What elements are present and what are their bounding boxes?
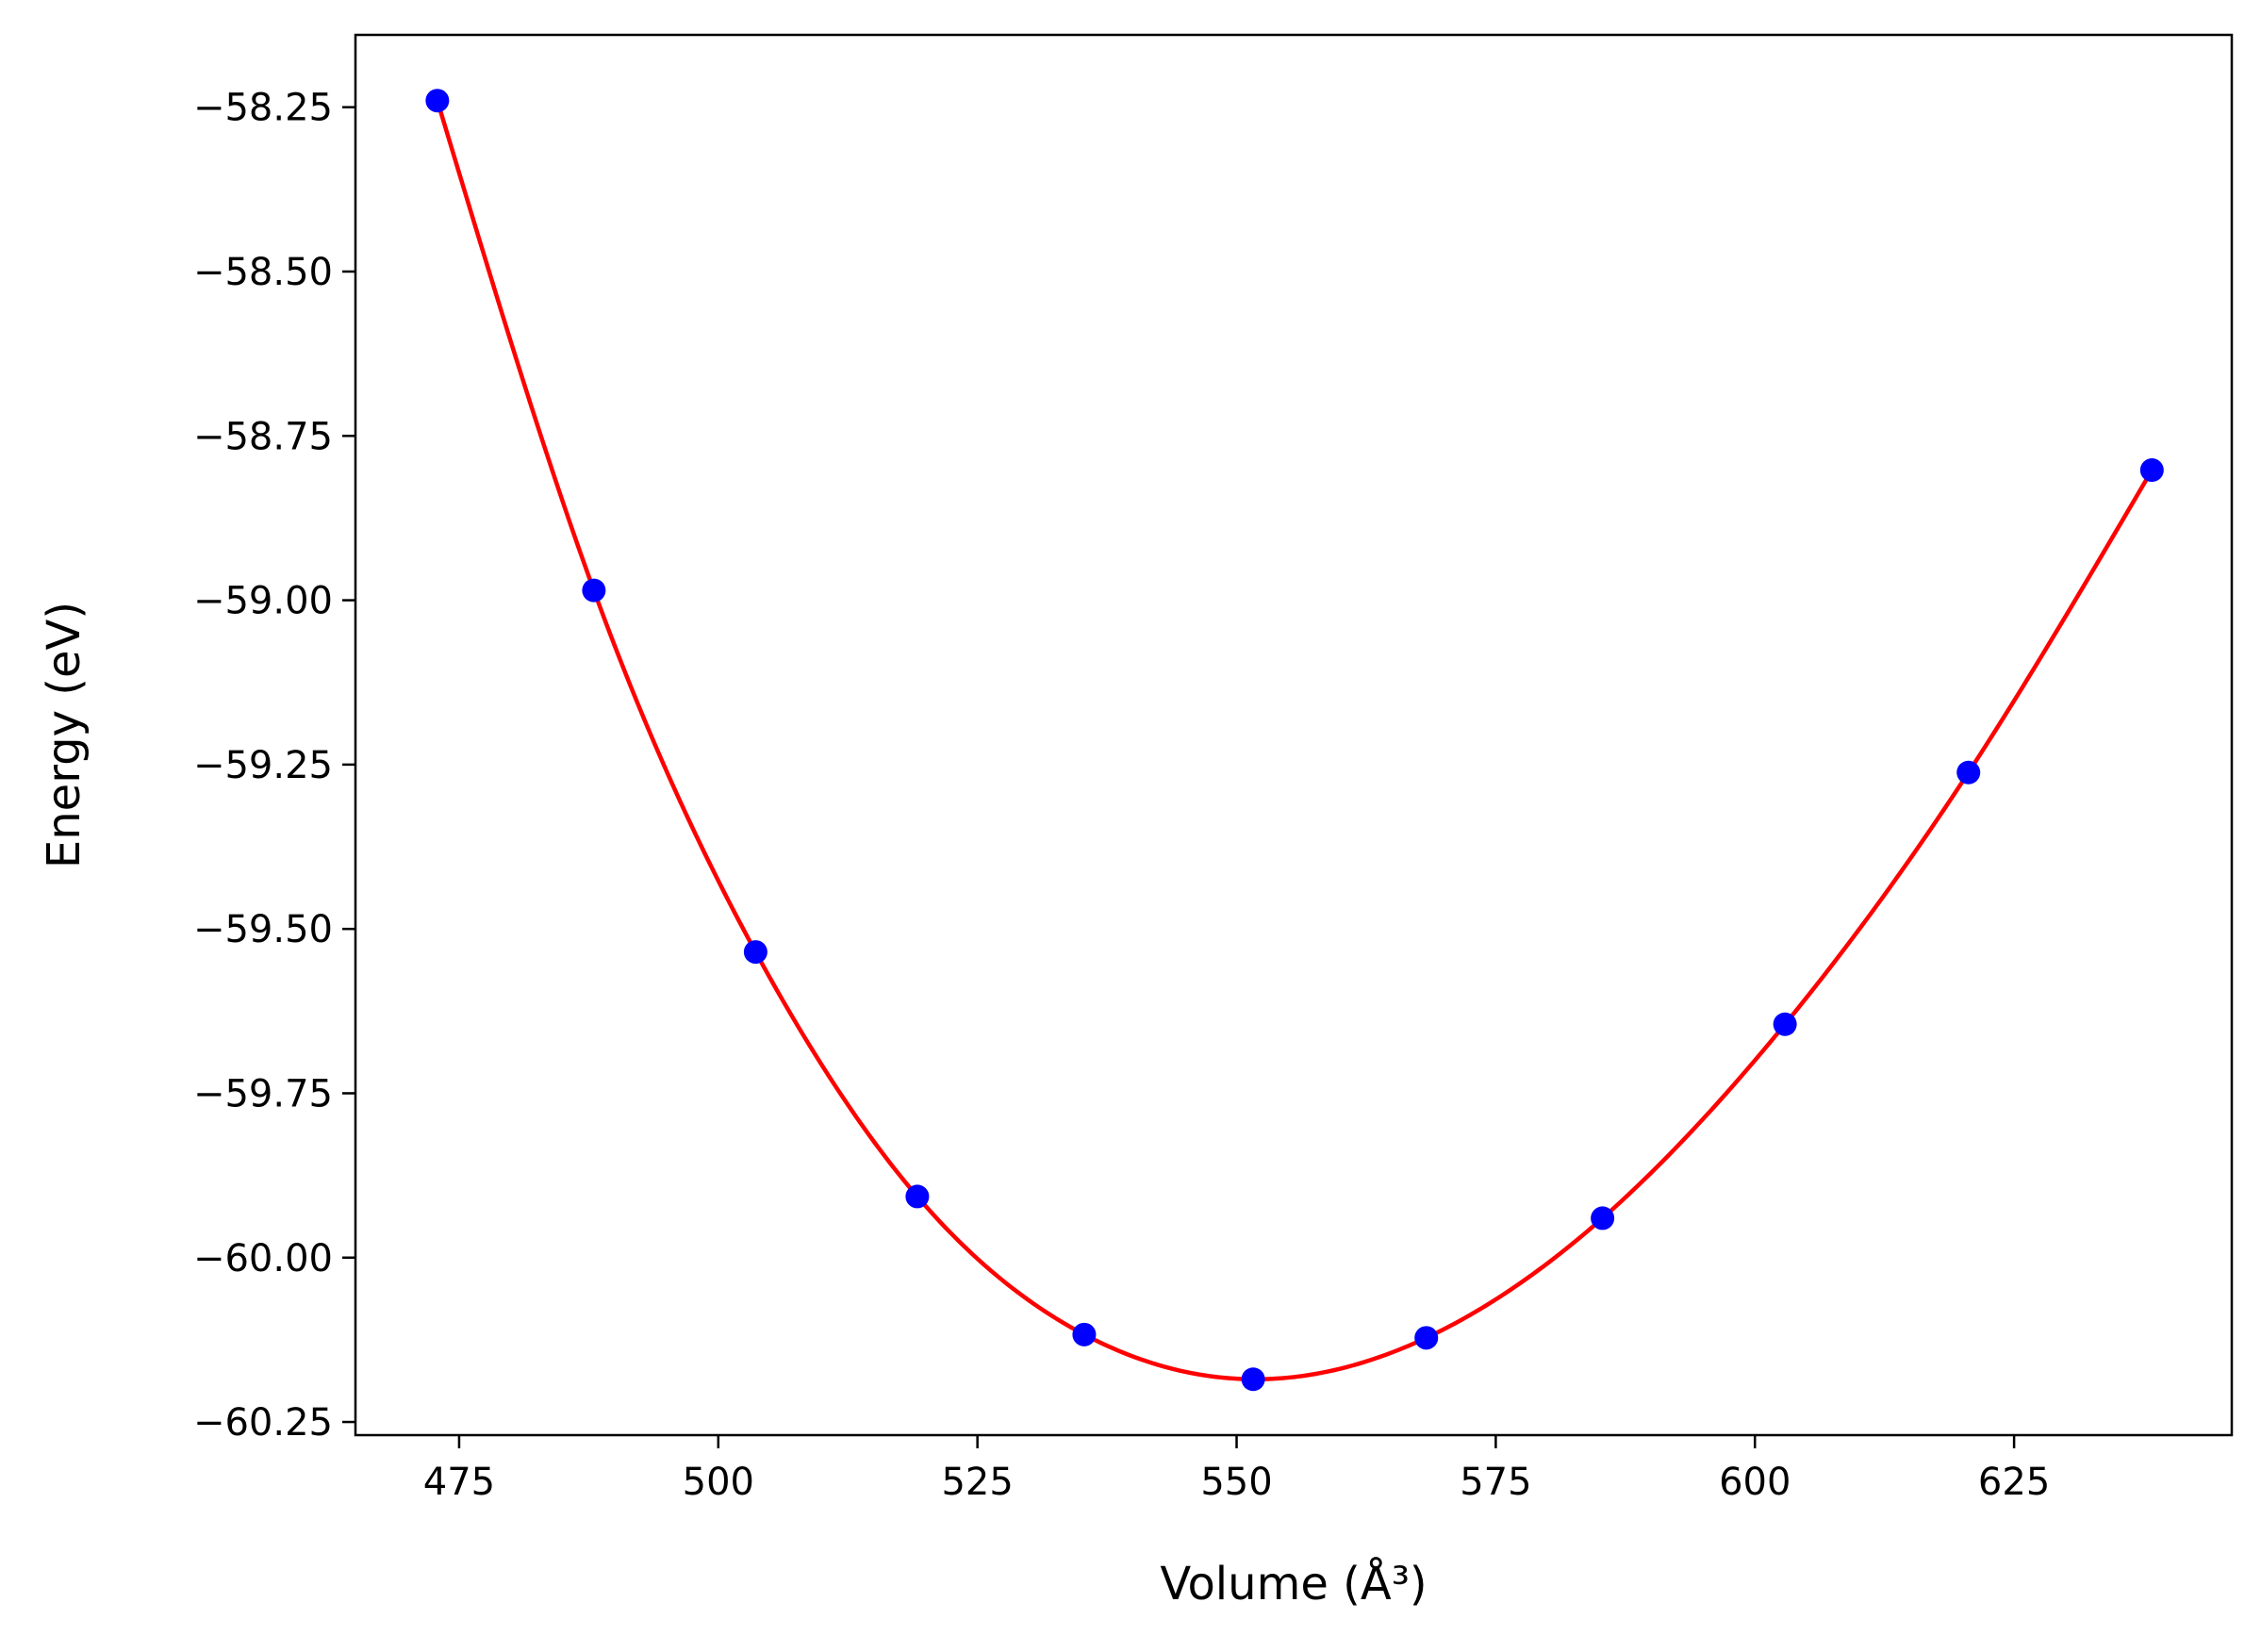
y-tick-label: −59.00 <box>193 580 333 623</box>
data-point <box>1591 1206 1615 1231</box>
axes-frame <box>354 33 2234 1437</box>
x-tick-label: 525 <box>941 1461 1013 1504</box>
x-tick-label: 500 <box>683 1461 754 1504</box>
x-axis-ticks: 475 500 525 550 575 600 625 <box>423 1435 2050 1504</box>
y-tick-label: −58.25 <box>193 87 333 130</box>
x-axis-title-unit: (Å³) <box>1343 1557 1428 1611</box>
x-axis-title-text: Volume <box>1160 1558 1329 1611</box>
y-tick-label: −59.25 <box>193 744 333 787</box>
y-axis-title-unit: (eV) <box>38 602 91 696</box>
y-axis-ticks: −58.25 −58.50 −58.75 −59.00 −59.25 −59.50 −59.… <box>193 87 355 1445</box>
data-point <box>425 89 450 113</box>
data-point <box>1072 1322 1097 1346</box>
y-axis-title: Energy (eV) <box>38 602 91 868</box>
y-tick-label: −58.50 <box>193 251 333 294</box>
data-point <box>1414 1326 1439 1350</box>
data-point <box>743 940 767 965</box>
plot-area <box>354 33 2234 1437</box>
x-tick-label: 475 <box>423 1461 495 1504</box>
data-point <box>2139 458 2164 483</box>
x-tick-label: 550 <box>1200 1461 1272 1504</box>
y-tick-label: −60.25 <box>193 1401 333 1445</box>
data-point <box>1773 1012 1797 1036</box>
x-tick-label: 600 <box>1719 1461 1791 1504</box>
data-point <box>1956 760 1981 785</box>
data-point <box>1241 1367 1265 1392</box>
y-tick-label: −58.75 <box>193 415 333 458</box>
x-tick-label: 575 <box>1460 1461 1531 1504</box>
x-axis-title: Volume (Å³) <box>1160 1557 1427 1611</box>
y-tick-label: −59.50 <box>193 908 333 951</box>
y-tick-label: −60.00 <box>193 1237 333 1280</box>
y-axis-title-text: Energy <box>38 710 91 868</box>
y-tick-label: −59.75 <box>193 1072 333 1115</box>
data-point <box>582 578 606 603</box>
x-tick-label: 625 <box>1978 1461 2050 1504</box>
data-point <box>905 1184 930 1209</box>
